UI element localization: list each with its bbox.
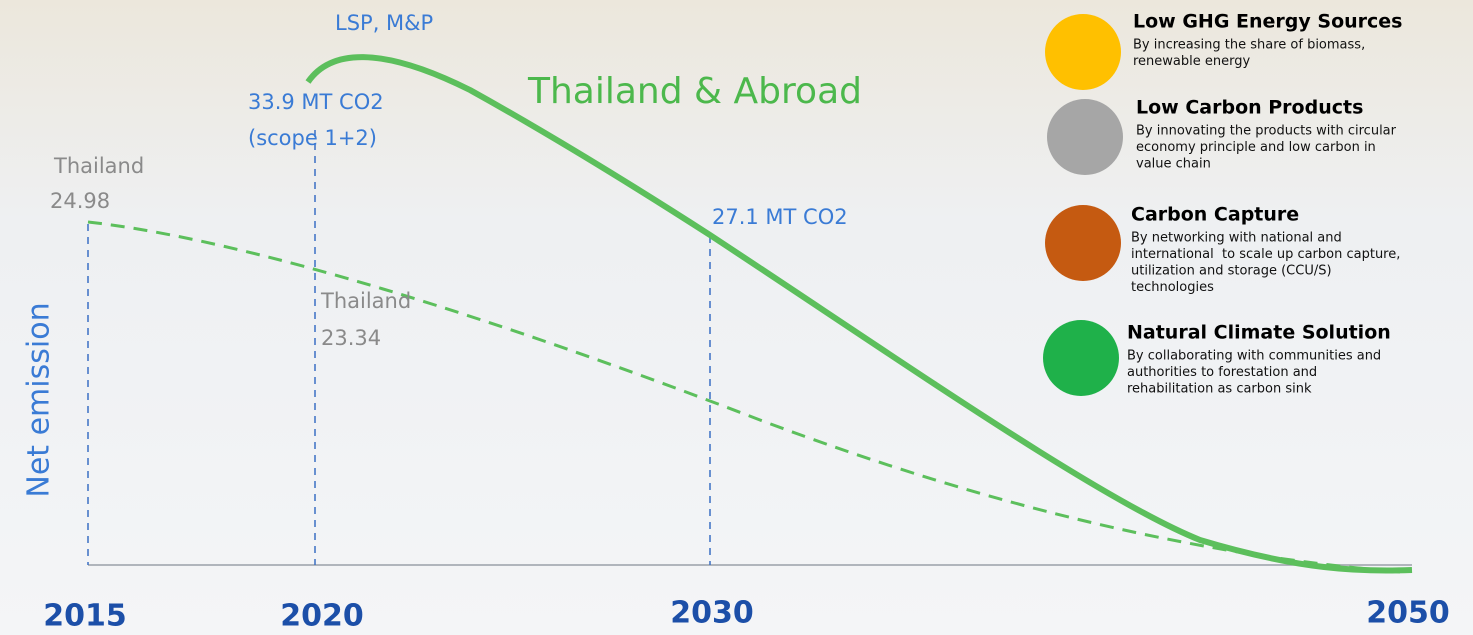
annotation: Thailand bbox=[53, 154, 144, 178]
strategy-icon bbox=[1043, 320, 1119, 396]
chart-title: Thailand & Abroad bbox=[527, 71, 862, 112]
strategy-description: rehabilitation as carbon sink bbox=[1127, 382, 1312, 397]
strategy-description: By increasing the share of biomass, bbox=[1133, 38, 1365, 53]
year-label: 2050 bbox=[1366, 596, 1450, 631]
strategy-description: international to scale up carbon capture… bbox=[1131, 247, 1400, 262]
annotation: 23.34 bbox=[321, 326, 381, 350]
y-axis-label: Net emission bbox=[22, 302, 57, 497]
strategy-description: authorities to forestation and bbox=[1127, 365, 1317, 380]
strategy-icon bbox=[1045, 14, 1121, 90]
annotation: 24.98 bbox=[50, 189, 110, 213]
strategy-icon bbox=[1045, 205, 1121, 281]
strategy-description: technologies bbox=[1131, 280, 1214, 295]
annotation: Thailand bbox=[320, 289, 411, 313]
annotation: (scope 1+2) bbox=[248, 126, 377, 150]
strategy-description: renewable energy bbox=[1133, 54, 1250, 69]
abroad-curve bbox=[305, 54, 1413, 574]
year-label: 2030 bbox=[670, 596, 754, 631]
strategy-title: Natural Climate Solution bbox=[1127, 322, 1391, 344]
year-guides bbox=[87, 130, 711, 565]
strategy-description: utilization and storage (CCU/S) bbox=[1131, 264, 1332, 279]
strategy-title: Carbon Capture bbox=[1131, 204, 1299, 226]
strategy-list bbox=[1043, 14, 1123, 396]
strategy-title: Low GHG Energy Sources bbox=[1133, 11, 1403, 33]
strategy-description: economy principle and low carbon in bbox=[1136, 140, 1376, 155]
year-label: 2020 bbox=[280, 599, 364, 634]
strategy-description: By innovating the products with circular bbox=[1136, 124, 1397, 139]
thailand-curve bbox=[87, 220, 1401, 574]
annotation: LSP, M&P bbox=[335, 11, 433, 35]
annotation: 27.1 MT CO2 bbox=[712, 205, 848, 229]
year-label: 2015 bbox=[43, 599, 127, 634]
strategy-title: Low Carbon Products bbox=[1136, 97, 1363, 119]
strategy-description: By collaborating with communities and bbox=[1127, 349, 1381, 364]
strategy-icon bbox=[1047, 99, 1123, 175]
strategy-description: By networking with national and bbox=[1131, 231, 1342, 246]
annotation: 33.9 MT CO2 bbox=[248, 90, 384, 114]
strategy-description: value chain bbox=[1136, 157, 1211, 172]
